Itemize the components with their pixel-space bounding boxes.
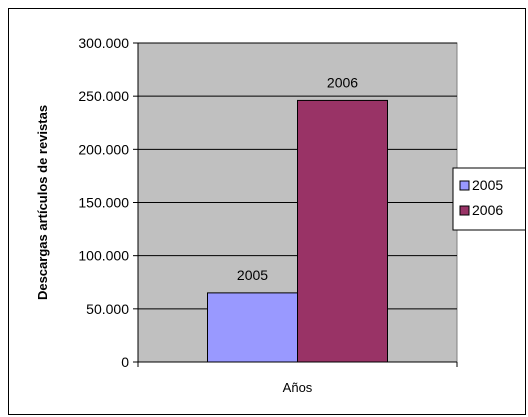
axes xyxy=(133,42,458,367)
x-axis-label: Años xyxy=(283,380,313,395)
legend-label-2006: 2006 xyxy=(472,202,503,218)
bars xyxy=(207,99,388,363)
legend-label-2005: 2005 xyxy=(472,177,503,193)
y-tick-label: 150.000 xyxy=(78,195,129,211)
legend-swatch-2006 xyxy=(459,205,470,216)
bar-2005 xyxy=(207,292,298,363)
y-axis-label: Descargas artículos de revistas xyxy=(35,105,50,300)
y-tick-label: 300.000 xyxy=(78,35,129,51)
legend-swatch-2005 xyxy=(459,180,470,191)
y-tick-labels: 0 50.000 100.000 150.000 200.000 250.000 300.0… xyxy=(78,35,129,370)
bar-chart: 2005 2006 0 50.000 100.000 150.000 200.000 250… xyxy=(35,35,525,395)
y-tick-label: 100.000 xyxy=(78,248,129,264)
data-labels: 2005 2006 xyxy=(237,74,358,282)
y-tick-label: 50.000 xyxy=(86,301,129,317)
y-tick-label: 0 xyxy=(121,354,129,370)
gridlines xyxy=(138,42,457,310)
data-label-2005: 2005 xyxy=(237,267,268,283)
y-tick-label: 250.000 xyxy=(78,88,129,104)
chart-frame: 2005 2006 0 50.000 100.000 150.000 200.000 250… xyxy=(8,8,526,415)
legend: 2005 2006 xyxy=(452,167,525,231)
data-label-2006: 2006 xyxy=(327,74,358,90)
bar-2006 xyxy=(297,99,388,363)
legend-box xyxy=(452,167,525,231)
y-tick-label: 200.000 xyxy=(78,141,129,157)
